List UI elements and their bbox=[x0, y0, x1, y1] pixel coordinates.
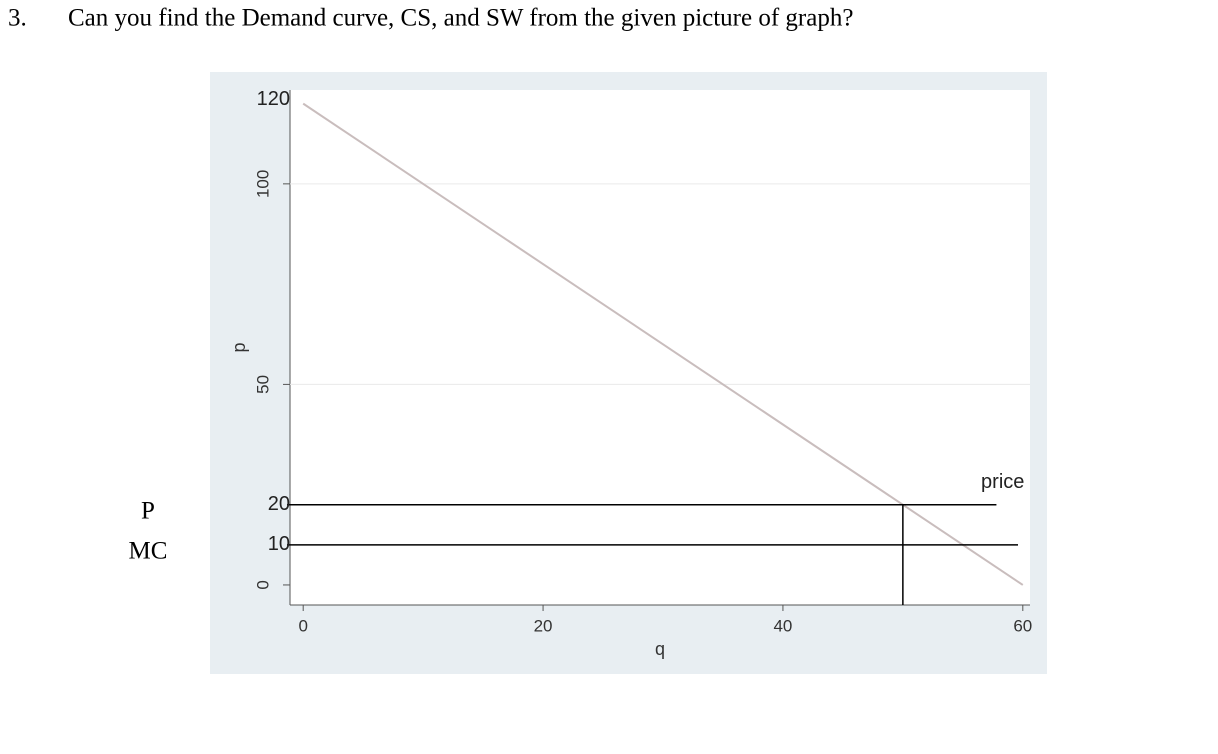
question-number: 3. bbox=[8, 5, 27, 32]
y-annotation: 10 bbox=[268, 533, 290, 555]
y-tick-label: 50 bbox=[253, 375, 272, 394]
x-tick-label: 0 bbox=[298, 616, 307, 635]
plot-area bbox=[290, 90, 1030, 605]
question-text: Can you find the Demand curve, CS, and S… bbox=[68, 5, 853, 32]
x-tick-label: 40 bbox=[773, 616, 792, 635]
y-tick-label: 0 bbox=[253, 580, 272, 589]
y-annotation: 120 bbox=[257, 88, 290, 110]
y-axis-label: p bbox=[229, 342, 249, 352]
x-tick-label: 20 bbox=[534, 616, 553, 635]
side-labels: P MC bbox=[129, 497, 168, 564]
side-label: MC bbox=[129, 538, 168, 565]
line-label: price bbox=[981, 471, 1024, 493]
y-tick-label: 100 bbox=[253, 170, 272, 198]
y-annotation: 20 bbox=[268, 493, 290, 515]
x-tick-label: 60 bbox=[1013, 616, 1032, 635]
chart: 0 50 100 0 20 40 60 q p 120 20 price 10 bbox=[229, 88, 1033, 659]
side-label: P bbox=[141, 497, 155, 524]
x-axis-label: q bbox=[655, 639, 665, 659]
